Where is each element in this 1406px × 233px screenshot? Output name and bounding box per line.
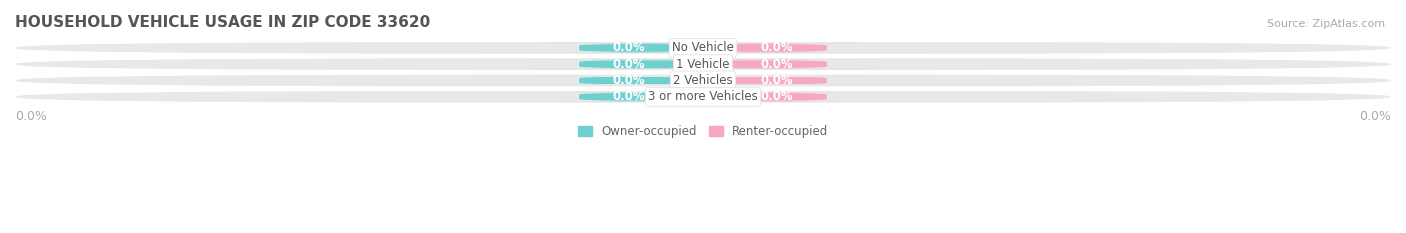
FancyBboxPatch shape xyxy=(15,91,1391,103)
Text: 0.0%: 0.0% xyxy=(761,58,793,71)
Text: 0.0%: 0.0% xyxy=(613,41,645,54)
FancyBboxPatch shape xyxy=(648,92,882,101)
Text: 0.0%: 0.0% xyxy=(761,74,793,87)
Text: 0.0%: 0.0% xyxy=(613,90,645,103)
FancyBboxPatch shape xyxy=(524,92,758,101)
FancyBboxPatch shape xyxy=(648,43,882,52)
Text: 1 Vehicle: 1 Vehicle xyxy=(676,58,730,71)
FancyBboxPatch shape xyxy=(524,76,758,85)
Text: 0.0%: 0.0% xyxy=(1360,110,1391,123)
FancyBboxPatch shape xyxy=(15,42,1391,54)
Text: 0.0%: 0.0% xyxy=(15,110,46,123)
Text: 3 or more Vehicles: 3 or more Vehicles xyxy=(648,90,758,103)
FancyBboxPatch shape xyxy=(524,43,758,52)
FancyBboxPatch shape xyxy=(648,60,882,69)
Text: No Vehicle: No Vehicle xyxy=(672,41,734,54)
Text: 0.0%: 0.0% xyxy=(613,74,645,87)
Legend: Owner-occupied, Renter-occupied: Owner-occupied, Renter-occupied xyxy=(578,125,828,138)
Text: HOUSEHOLD VEHICLE USAGE IN ZIP CODE 33620: HOUSEHOLD VEHICLE USAGE IN ZIP CODE 3362… xyxy=(15,15,430,30)
Text: 2 Vehicles: 2 Vehicles xyxy=(673,74,733,87)
FancyBboxPatch shape xyxy=(15,58,1391,70)
Text: 0.0%: 0.0% xyxy=(613,58,645,71)
Text: Source: ZipAtlas.com: Source: ZipAtlas.com xyxy=(1267,19,1385,29)
Text: 0.0%: 0.0% xyxy=(761,41,793,54)
FancyBboxPatch shape xyxy=(15,75,1391,86)
Text: 0.0%: 0.0% xyxy=(761,90,793,103)
FancyBboxPatch shape xyxy=(524,60,758,69)
FancyBboxPatch shape xyxy=(648,76,882,85)
